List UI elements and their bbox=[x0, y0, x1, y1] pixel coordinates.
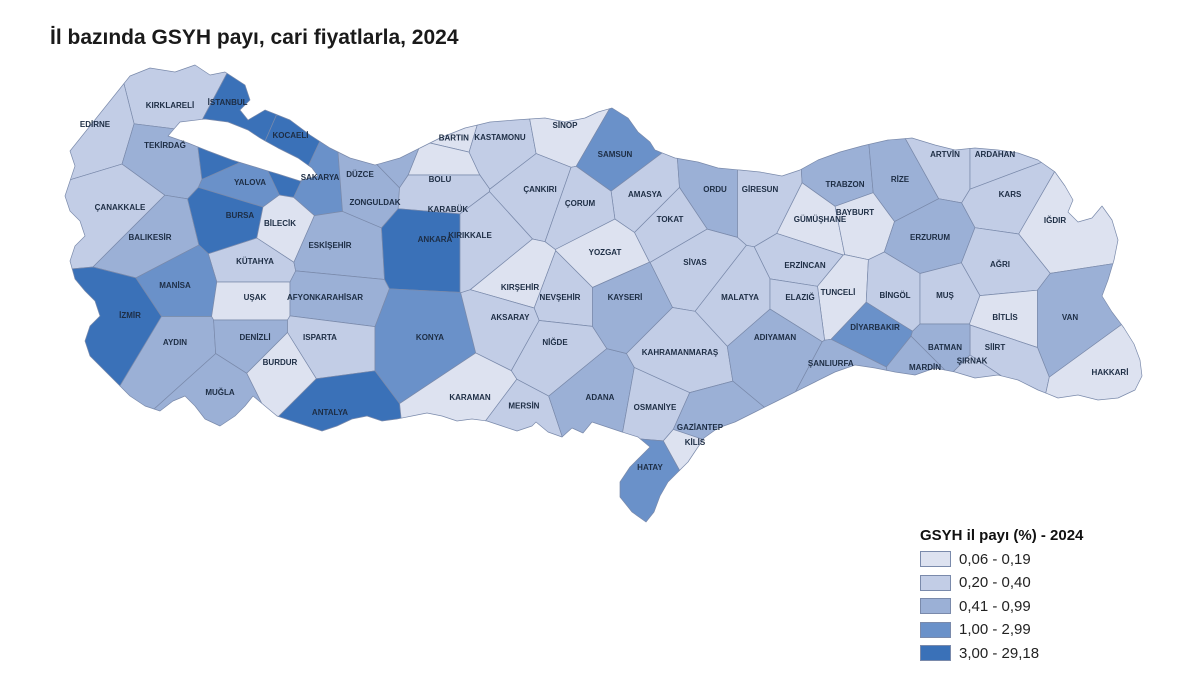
svg-text:ARTVİN: ARTVİN bbox=[930, 150, 960, 159]
svg-text:KİLİS: KİLİS bbox=[685, 438, 706, 447]
svg-text:ARDAHAN: ARDAHAN bbox=[975, 150, 1016, 159]
svg-text:GİRESUN: GİRESUN bbox=[742, 185, 779, 194]
svg-text:SİİRT: SİİRT bbox=[985, 343, 1006, 352]
svg-text:ANTALYA: ANTALYA bbox=[312, 408, 348, 417]
svg-text:ESKİŞEHİR: ESKİŞEHİR bbox=[308, 241, 351, 250]
svg-text:KIRKLARELİ: KIRKLARELİ bbox=[146, 101, 194, 110]
svg-text:KARS: KARS bbox=[999, 190, 1022, 199]
svg-text:NİĞDE: NİĞDE bbox=[542, 338, 568, 347]
svg-text:KARABÜK: KARABÜK bbox=[428, 205, 469, 214]
svg-text:KARAMAN: KARAMAN bbox=[449, 393, 491, 402]
svg-text:KÜTAHYA: KÜTAHYA bbox=[236, 257, 274, 266]
svg-text:BARTIN: BARTIN bbox=[439, 134, 469, 143]
svg-text:AFYONKARAHİSAR: AFYONKARAHİSAR bbox=[287, 293, 363, 302]
svg-text:ŞANLIURFA: ŞANLIURFA bbox=[808, 359, 854, 368]
svg-text:AĞRI: AĞRI bbox=[990, 260, 1010, 269]
svg-text:ELAZIĞ: ELAZIĞ bbox=[785, 293, 814, 302]
svg-text:KASTAMONU: KASTAMONU bbox=[474, 133, 526, 142]
svg-text:MERSİN: MERSİN bbox=[508, 401, 539, 410]
svg-text:ERZURUM: ERZURUM bbox=[910, 233, 950, 242]
svg-text:SAMSUN: SAMSUN bbox=[598, 150, 633, 159]
svg-text:TUNCELİ: TUNCELİ bbox=[821, 288, 856, 297]
svg-text:SAKARYA: SAKARYA bbox=[301, 173, 340, 182]
svg-text:MUĞLA: MUĞLA bbox=[205, 388, 235, 397]
svg-text:BİNGÖL: BİNGÖL bbox=[879, 291, 910, 300]
svg-text:YALOVA: YALOVA bbox=[234, 178, 266, 187]
svg-text:ÇORUM: ÇORUM bbox=[565, 199, 596, 208]
svg-text:BAYBURT: BAYBURT bbox=[836, 208, 874, 217]
svg-text:BALIKESİR: BALIKESİR bbox=[128, 233, 171, 242]
svg-text:YOZGAT: YOZGAT bbox=[589, 248, 622, 257]
svg-text:OSMANİYE: OSMANİYE bbox=[634, 403, 677, 412]
svg-text:MUŞ: MUŞ bbox=[936, 291, 954, 300]
svg-text:MANİSA: MANİSA bbox=[159, 281, 191, 290]
svg-text:BURDUR: BURDUR bbox=[263, 358, 298, 367]
svg-text:ADIYAMAN: ADIYAMAN bbox=[754, 333, 797, 342]
svg-text:BİTLİS: BİTLİS bbox=[992, 313, 1018, 322]
svg-text:İZMİR: İZMİR bbox=[119, 311, 141, 320]
svg-text:MARDİN: MARDİN bbox=[909, 363, 941, 372]
svg-text:BOLU: BOLU bbox=[429, 175, 452, 184]
svg-text:HATAY: HATAY bbox=[637, 463, 663, 472]
svg-text:MALATYA: MALATYA bbox=[721, 293, 759, 302]
svg-text:GAZİANTEP: GAZİANTEP bbox=[677, 423, 724, 432]
svg-text:AKSARAY: AKSARAY bbox=[491, 313, 530, 322]
svg-text:NEVŞEHİR: NEVŞEHİR bbox=[540, 293, 581, 302]
svg-text:KIRŞEHİR: KIRŞEHİR bbox=[501, 283, 539, 292]
svg-text:AMASYA: AMASYA bbox=[628, 190, 662, 199]
svg-text:TRABZON: TRABZON bbox=[825, 180, 864, 189]
svg-text:EDİRNE: EDİRNE bbox=[80, 120, 111, 129]
svg-text:ERZİNCAN: ERZİNCAN bbox=[784, 261, 826, 270]
svg-text:DÜZCE: DÜZCE bbox=[346, 170, 374, 179]
svg-text:KIRIKKALE: KIRIKKALE bbox=[448, 231, 492, 240]
svg-text:UŞAK: UŞAK bbox=[244, 293, 267, 302]
svg-text:IĞDIR: IĞDIR bbox=[1044, 216, 1066, 225]
svg-text:VAN: VAN bbox=[1062, 313, 1079, 322]
svg-text:BURSA: BURSA bbox=[226, 211, 255, 220]
svg-text:KAHRAMANMARAŞ: KAHRAMANMARAŞ bbox=[642, 348, 719, 357]
svg-text:BATMAN: BATMAN bbox=[928, 343, 962, 352]
svg-text:ORDU: ORDU bbox=[703, 185, 727, 194]
svg-text:HAKKARİ: HAKKARİ bbox=[1092, 368, 1129, 377]
svg-text:RİZE: RİZE bbox=[891, 175, 910, 184]
svg-text:İSTANBUL: İSTANBUL bbox=[208, 98, 248, 107]
svg-text:TOKAT: TOKAT bbox=[657, 215, 684, 224]
svg-text:ISPARTA: ISPARTA bbox=[303, 333, 337, 342]
svg-text:SİNOP: SİNOP bbox=[553, 121, 579, 130]
svg-text:ÇANKIRI: ÇANKIRI bbox=[523, 185, 556, 194]
svg-text:DENİZLİ: DENİZLİ bbox=[239, 333, 270, 342]
svg-text:ŞIRNAK: ŞIRNAK bbox=[957, 356, 988, 365]
svg-text:TEKİRDAĞ: TEKİRDAĞ bbox=[144, 141, 186, 150]
svg-text:KAYSERİ: KAYSERİ bbox=[608, 293, 643, 302]
svg-text:ZONGULDAK: ZONGULDAK bbox=[349, 198, 400, 207]
svg-text:BİLECİK: BİLECİK bbox=[264, 219, 296, 228]
svg-text:ÇANAKKALE: ÇANAKKALE bbox=[95, 203, 146, 212]
svg-text:AYDIN: AYDIN bbox=[163, 338, 187, 347]
svg-text:SİVAS: SİVAS bbox=[683, 258, 707, 267]
svg-text:KONYA: KONYA bbox=[416, 333, 444, 342]
svg-text:ADANA: ADANA bbox=[586, 393, 615, 402]
svg-text:DİYARBAKIR: DİYARBAKIR bbox=[850, 323, 900, 332]
svg-text:KOCAELİ: KOCAELİ bbox=[273, 131, 309, 140]
